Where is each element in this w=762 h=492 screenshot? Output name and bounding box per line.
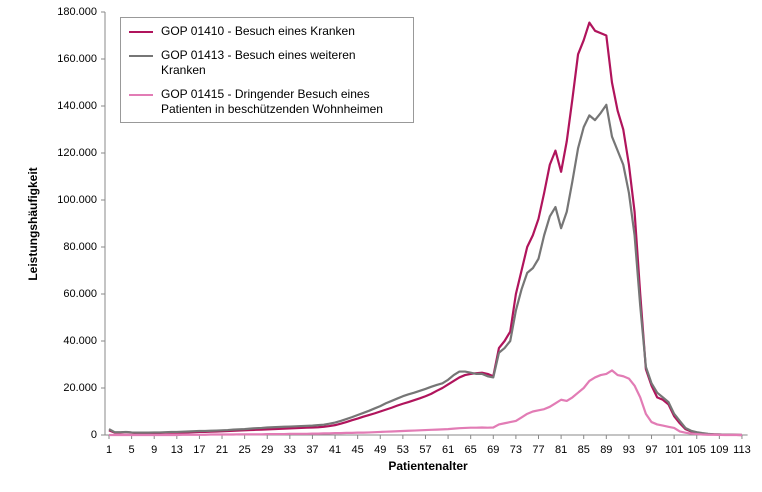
series-line bbox=[109, 369, 742, 437]
x-tick-label: 37 bbox=[306, 444, 318, 456]
y-tick-label: 40.000 bbox=[63, 335, 97, 347]
x-tick-label: 5 bbox=[129, 444, 135, 456]
x-tick-label: 49 bbox=[374, 444, 386, 456]
x-tick-label: 13 bbox=[171, 444, 183, 456]
legend-item: GOP 01413 - Besuch eines weiteren Kranke… bbox=[121, 48, 413, 78]
legend-swatch bbox=[129, 94, 153, 96]
x-tick-label: 101 bbox=[665, 444, 683, 456]
x-tick-label: 69 bbox=[487, 444, 499, 456]
y-tick-label: 60.000 bbox=[63, 288, 97, 300]
x-tick-label: 113 bbox=[733, 444, 751, 456]
legend-label: GOP 01413 - Besuch eines weiteren Kranke… bbox=[161, 48, 356, 77]
x-tick-label: 77 bbox=[532, 444, 544, 456]
legend-swatch bbox=[129, 31, 153, 33]
x-tick-label: 33 bbox=[284, 444, 296, 456]
x-tick-label: 85 bbox=[578, 444, 590, 456]
x-tick-label: 25 bbox=[239, 444, 251, 456]
x-tick-label: 81 bbox=[555, 444, 567, 456]
y-tick-label: 140.000 bbox=[57, 100, 97, 112]
x-tick-label: 41 bbox=[329, 444, 341, 456]
y-tick-label: 100.000 bbox=[57, 194, 97, 206]
x-tick-label: 65 bbox=[465, 444, 477, 456]
x-tick-label: 1 bbox=[106, 444, 112, 456]
x-tick-label: 17 bbox=[193, 444, 205, 456]
x-axis-title: Patientenalter bbox=[388, 459, 468, 473]
x-tick-label: 45 bbox=[352, 444, 364, 456]
x-tick-label: 21 bbox=[216, 444, 228, 456]
x-tick-label: 93 bbox=[623, 444, 635, 456]
x-tick-label: 53 bbox=[397, 444, 409, 456]
x-tick-label: 73 bbox=[510, 444, 522, 456]
legend-label: GOP 01415 - Dringender Besuch eines Pati… bbox=[161, 87, 383, 116]
legend-item: GOP 01410 - Besuch eines Kranken bbox=[121, 24, 413, 39]
x-tick-label: 109 bbox=[710, 444, 728, 456]
x-tick-label: 105 bbox=[688, 444, 706, 456]
legend-swatch bbox=[129, 55, 153, 57]
x-tick-label: 89 bbox=[600, 444, 612, 456]
y-tick-label: 20.000 bbox=[63, 382, 97, 394]
x-tick-label: 61 bbox=[442, 444, 454, 456]
x-tick-label: 9 bbox=[151, 444, 157, 456]
y-tick-label: 120.000 bbox=[57, 147, 97, 159]
x-tick-label: 97 bbox=[645, 444, 657, 456]
x-tick-label: 57 bbox=[419, 444, 431, 456]
y-tick-label: 160.000 bbox=[57, 53, 97, 65]
legend: GOP 01410 - Besuch eines Kranken GOP 0141… bbox=[120, 17, 414, 123]
y-axis-title: Leistungshäufigkeit bbox=[26, 167, 40, 280]
legend-item: GOP 01415 - Dringender Besuch eines Pati… bbox=[121, 87, 413, 117]
legend-label: GOP 01410 - Besuch eines Kranken bbox=[161, 24, 355, 38]
x-tick-label: 29 bbox=[261, 444, 273, 456]
y-tick-label: 180.000 bbox=[57, 6, 97, 18]
series-line bbox=[108, 103, 742, 437]
y-tick-label: 80.000 bbox=[63, 241, 97, 253]
y-tick-label: 0 bbox=[91, 429, 97, 441]
